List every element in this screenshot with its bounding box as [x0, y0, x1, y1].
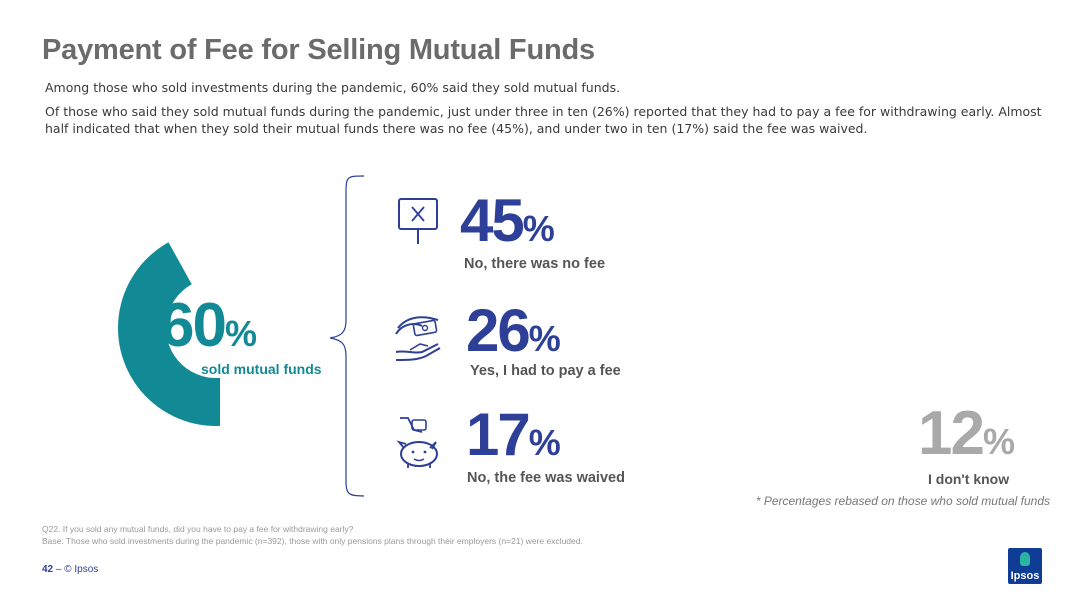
- ipsos-logo: Ipsos: [1008, 548, 1042, 584]
- paid-fee-label: Yes, I had to pay a fee: [470, 363, 621, 379]
- sold-funds-percent: 60%: [160, 290, 257, 361]
- no-fee-label: No, there was no fee: [464, 256, 606, 272]
- logo-text: Ipsos: [1010, 570, 1040, 582]
- sold-funds-value: 60: [160, 291, 227, 360]
- sold-funds-arc: [118, 242, 220, 426]
- sold-funds-label: sold mutual funds: [201, 361, 322, 377]
- copyright: © Ipsos: [64, 564, 99, 575]
- piggy-bank-icon: [396, 417, 438, 468]
- bracket-divider: [329, 175, 365, 497]
- dont-know-value: 12: [918, 399, 985, 468]
- sign-x-icon: [398, 198, 438, 244]
- fee-waived-percent: 17%: [466, 400, 561, 469]
- no-fee-unit: %: [522, 208, 555, 249]
- paid-fee-percent: 26%: [466, 296, 561, 365]
- rebased-footnote: * Percentages rebased on those who sold …: [755, 494, 1050, 508]
- page-footer: 42 – © Ipsos: [42, 564, 98, 575]
- footer-separator: –: [53, 564, 65, 575]
- sold-funds-unit: %: [224, 313, 257, 354]
- page-title: Payment of Fee for Selling Mutual Funds: [42, 34, 595, 66]
- paid-fee-unit: %: [528, 318, 561, 359]
- logo-mark: [1020, 552, 1030, 566]
- sold-funds-arc-segment: [118, 242, 220, 426]
- fee-waived-value: 17: [466, 401, 531, 468]
- fee-waived-label: No, the fee was waived: [467, 470, 625, 486]
- dont-know-label: I don't know: [928, 471, 1010, 487]
- question-note: Q22. If you sold any mutual funds, did y…: [42, 524, 354, 534]
- no-fee-value: 45: [460, 187, 525, 254]
- base-note: Base: Those who sold investments during …: [42, 536, 583, 546]
- paid-fee-value: 26: [466, 297, 531, 364]
- dont-know-percent: 12%: [918, 398, 1015, 469]
- fee-waived-unit: %: [528, 422, 561, 463]
- page-number: 42: [42, 564, 54, 575]
- no-fee-percent: 45%: [460, 186, 555, 255]
- intro-text-2: Of those who said they sold mutual funds…: [45, 104, 1042, 136]
- dont-know-unit: %: [982, 421, 1015, 462]
- intro-text-1: Among those who sold investments during …: [45, 80, 621, 95]
- hand-money-icon: [395, 316, 441, 361]
